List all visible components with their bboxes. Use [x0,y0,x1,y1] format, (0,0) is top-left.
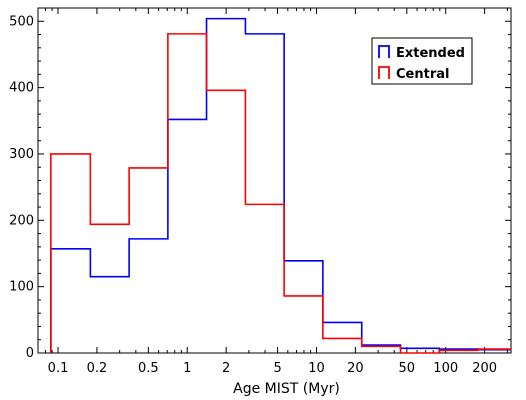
x-tick-label: 2 [222,361,230,376]
y-tick-label: 500 [9,14,34,29]
x-axis: 0.1 0.2 0.5 1 2 5 10 20 50 100 200 [44,8,508,376]
legend-label-central: Central [396,67,449,82]
series-extended [50,17,511,353]
y-axis: 0 100 200 300 400 500 [9,14,511,361]
x-tick-label: 0.1 [48,361,69,376]
x-tick-label: 200 [472,361,497,376]
series-central [50,33,511,354]
legend-label-extended: Extended [396,46,465,61]
x-tick-label: 5 [273,361,281,376]
x-tick-label: 1 [183,361,191,376]
x-tick-label: 10 [308,361,325,376]
x-axis-title: Age MIST (Myr) [233,381,340,397]
histogram-line-central [50,33,511,354]
series-layer [50,17,511,354]
legend-swatch-extended [378,45,390,58]
x-tick-label: 50 [399,361,416,376]
y-tick-label: 400 [9,81,34,96]
y-tick-label: 100 [9,280,34,295]
histogram-line-extended [50,17,511,353]
y-tick-label: 300 [9,147,34,162]
y-tick-label: 200 [9,213,34,228]
x-tick-label: 100 [433,361,458,376]
legend-swatch-central [378,66,390,79]
x-tick-label: 20 [347,361,364,376]
x-tick-label: 0.2 [87,361,108,376]
y-tick-label: 0 [26,346,34,361]
x-tick-label: 0.5 [138,361,159,376]
legend: Extended Central [371,37,473,85]
